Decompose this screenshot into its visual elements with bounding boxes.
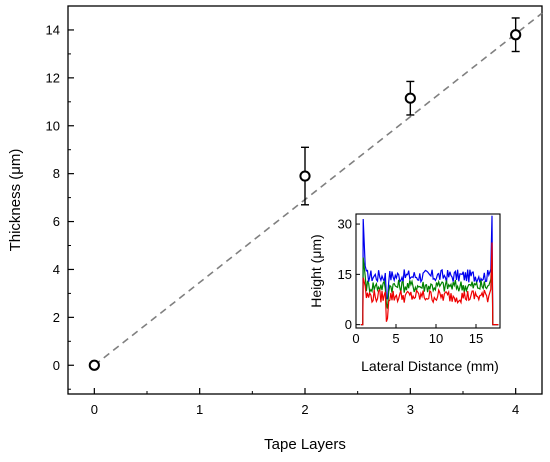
inset-plot-frame bbox=[355, 213, 501, 329]
inset-x-tick-label: 15 bbox=[469, 331, 483, 346]
y-tick-label: 8 bbox=[53, 166, 60, 181]
inset-axis-ticks: 0 5 10 15 0 15 30 bbox=[338, 217, 484, 346]
fit-line bbox=[93, 12, 543, 366]
x-axis-title: Tape Layers bbox=[264, 436, 346, 453]
y-tick-label: 0 bbox=[53, 358, 60, 373]
y-tick-label: 12 bbox=[46, 70, 60, 85]
inset-profile-line bbox=[360, 242, 499, 326]
x-tick-label: 1 bbox=[196, 402, 203, 417]
data-point bbox=[88, 359, 100, 371]
inset-x-axis-title: Lateral Distance (mm) bbox=[361, 358, 499, 374]
y-tick-label: 10 bbox=[46, 118, 60, 133]
inset-y-tick-label: 15 bbox=[338, 267, 352, 282]
inset-x-tick-label: 5 bbox=[392, 331, 399, 346]
inset-y-tick-label: 30 bbox=[338, 217, 352, 232]
inset-plot: 0 5 10 15 0 15 30 Lateral Distance (mm) Height… bbox=[308, 213, 501, 374]
inset-profile-line bbox=[360, 215, 499, 326]
y-tick-label: 14 bbox=[46, 22, 60, 37]
x-tick-label: 3 bbox=[407, 402, 414, 417]
inset-y-tick-label: 0 bbox=[345, 317, 352, 332]
inset-series bbox=[360, 215, 499, 326]
inset-x-tick-label: 0 bbox=[352, 331, 359, 346]
y-tick-label: 6 bbox=[53, 214, 60, 229]
y-axis-title: Thickness (μm) bbox=[7, 149, 24, 252]
inset-x-tick-label: 10 bbox=[429, 331, 443, 346]
x-tick-label: 2 bbox=[301, 402, 308, 417]
y-tick-label: 2 bbox=[53, 310, 60, 325]
data-point bbox=[404, 92, 416, 104]
x-tick-label: 4 bbox=[512, 402, 519, 417]
inset-y-axis-title: Height (μm) bbox=[308, 234, 324, 307]
main-points bbox=[88, 17, 522, 371]
x-tick-label: 0 bbox=[91, 402, 98, 417]
data-point bbox=[299, 170, 311, 182]
inset-profile-line bbox=[360, 257, 499, 326]
y-tick-label: 4 bbox=[53, 262, 60, 277]
data-point bbox=[510, 29, 522, 41]
